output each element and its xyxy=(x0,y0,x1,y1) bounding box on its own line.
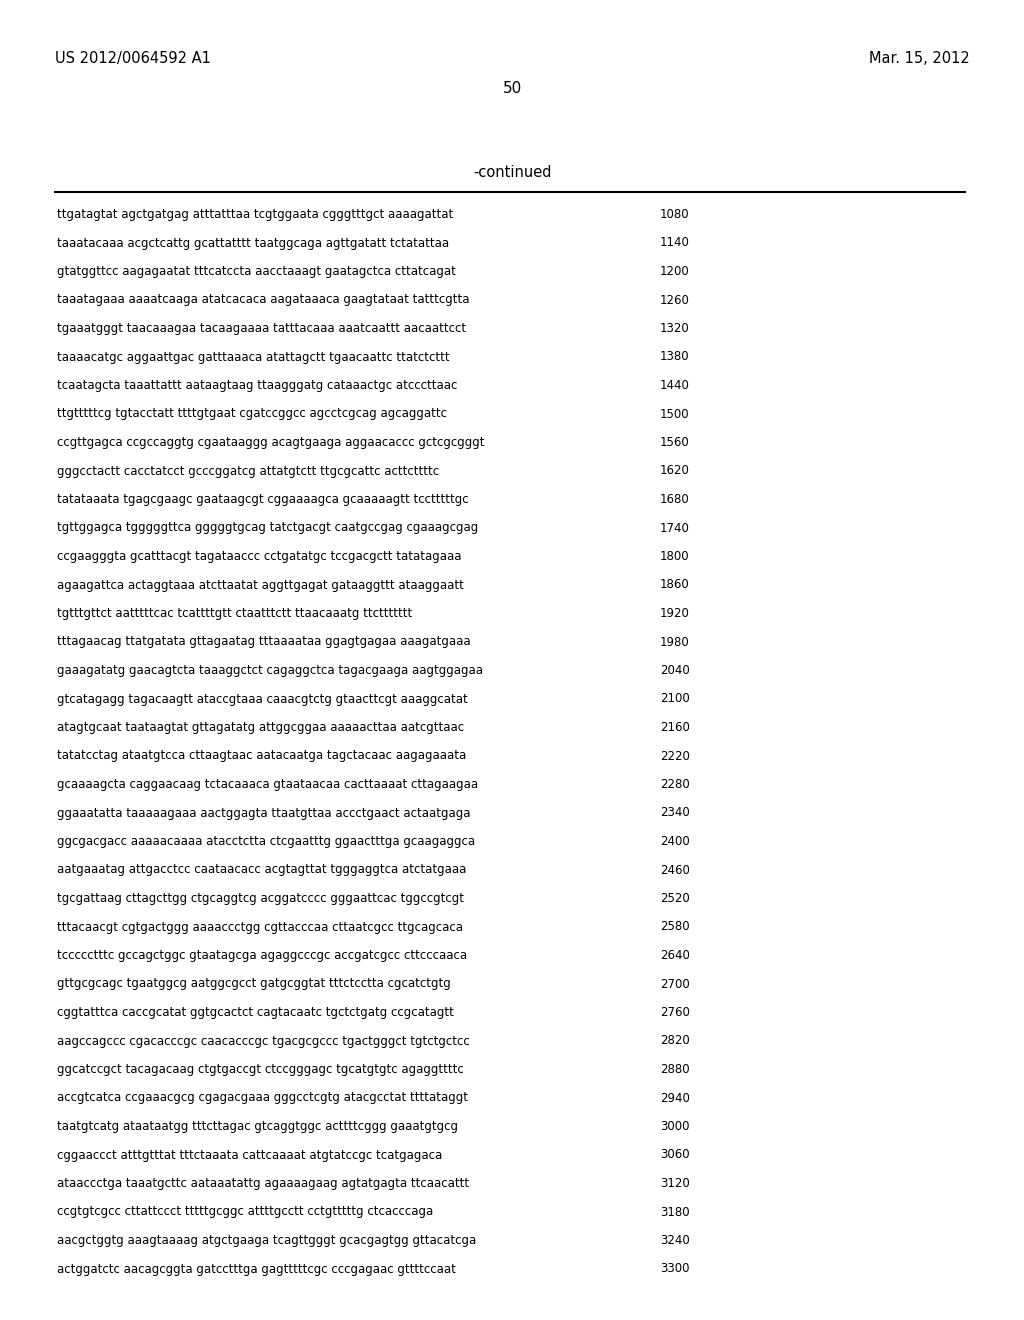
Text: 2040: 2040 xyxy=(660,664,690,677)
Text: ttgatagtat agctgatgag atttatttaa tcgtggaata cgggtttgct aaaagattat: ttgatagtat agctgatgag atttatttaa tcgtgga… xyxy=(57,209,454,220)
Text: taatgtcatg ataataatgg tttcttagac gtcaggtggc acttttcggg gaaatgtgcg: taatgtcatg ataataatgg tttcttagac gtcaggt… xyxy=(57,1119,458,1133)
Text: 2460: 2460 xyxy=(660,863,690,876)
Text: ccgaagggta gcatttacgt tagataaccc cctgatatgc tccgacgctt tatatagaaa: ccgaagggta gcatttacgt tagataaccc cctgata… xyxy=(57,550,462,564)
Text: 3240: 3240 xyxy=(660,1234,690,1247)
Text: US 2012/0064592 A1: US 2012/0064592 A1 xyxy=(55,51,211,66)
Text: 1140: 1140 xyxy=(660,236,690,249)
Text: -continued: -continued xyxy=(473,165,551,180)
Text: 1680: 1680 xyxy=(660,492,690,506)
Text: agaagattca actaggtaaa atcttaatat aggttgagat gataaggttt ataaggaatt: agaagattca actaggtaaa atcttaatat aggttga… xyxy=(57,578,464,591)
Text: 2520: 2520 xyxy=(660,892,690,906)
Text: 2580: 2580 xyxy=(660,920,689,933)
Text: accgtcatca ccgaaacgcg cgagacgaaa gggcctcgtg atacgcctat ttttataggt: accgtcatca ccgaaacgcg cgagacgaaa gggcctc… xyxy=(57,1092,468,1105)
Text: 2280: 2280 xyxy=(660,777,690,791)
Text: 3000: 3000 xyxy=(660,1119,689,1133)
Text: 2340: 2340 xyxy=(660,807,690,820)
Text: 2940: 2940 xyxy=(660,1092,690,1105)
Text: 2400: 2400 xyxy=(660,836,690,847)
Text: taaaacatgc aggaattgac gatttaaaca atattagctt tgaacaattc ttatctcttt: taaaacatgc aggaattgac gatttaaaca atattag… xyxy=(57,351,450,363)
Text: tccccctttc gccagctggc gtaatagcga agaggcccgc accgatcgcc cttcccaaca: tccccctttc gccagctggc gtaatagcga agaggcc… xyxy=(57,949,467,962)
Text: 2880: 2880 xyxy=(660,1063,689,1076)
Text: aatgaaatag attgacctcc caataacacc acgtagttat tgggaggtca atctatgaaa: aatgaaatag attgacctcc caataacacc acgtagt… xyxy=(57,863,466,876)
Text: tgaaatgggt taacaaagaa tacaagaaaa tatttacaaa aaatcaattt aacaattcct: tgaaatgggt taacaaagaa tacaagaaaa tatttac… xyxy=(57,322,466,335)
Text: taaatacaaa acgctcattg gcattatttt taatggcaga agttgatatt tctatattaa: taaatacaaa acgctcattg gcattatttt taatggc… xyxy=(57,236,450,249)
Text: ggcatccgct tacagacaag ctgtgaccgt ctccgggagc tgcatgtgtc agaggttttc: ggcatccgct tacagacaag ctgtgaccgt ctccggg… xyxy=(57,1063,464,1076)
Text: 1860: 1860 xyxy=(660,578,690,591)
Text: tgttggagca tgggggttca gggggtgcag tatctgacgt caatgccgag cgaaagcgag: tgttggagca tgggggttca gggggtgcag tatctga… xyxy=(57,521,478,535)
Text: aagccagccc cgacacccgc caacacccgc tgacgcgccc tgactgggct tgtctgctcc: aagccagccc cgacacccgc caacacccgc tgacgcg… xyxy=(57,1035,470,1048)
Text: cggaaccct atttgtttat tttctaaata cattcaaaat atgtatccgc tcatgagaca: cggaaccct atttgtttat tttctaaata cattcaaa… xyxy=(57,1148,442,1162)
Text: ccgttgagca ccgccaggtg cgaataaggg acagtgaaga aggaacaccc gctcgcgggt: ccgttgagca ccgccaggtg cgaataaggg acagtga… xyxy=(57,436,484,449)
Text: aacgctggtg aaagtaaaag atgctgaaga tcagttgggt gcacgagtgg gttacatcga: aacgctggtg aaagtaaaag atgctgaaga tcagttg… xyxy=(57,1234,476,1247)
Text: 3180: 3180 xyxy=(660,1205,689,1218)
Text: 2760: 2760 xyxy=(660,1006,690,1019)
Text: ggaaatatta taaaaagaaa aactggagta ttaatgttaa accctgaact actaatgaga: ggaaatatta taaaaagaaa aactggagta ttaatgt… xyxy=(57,807,470,820)
Text: 1260: 1260 xyxy=(660,293,690,306)
Text: 1200: 1200 xyxy=(660,265,690,279)
Text: gtcatagagg tagacaagtt ataccgtaaa caaacgtctg gtaacttcgt aaaggcatat: gtcatagagg tagacaagtt ataccgtaaa caaacgt… xyxy=(57,693,468,705)
Text: ccgtgtcgcc cttattccct tttttgcggc attttgcctt cctgtttttg ctcacccaga: ccgtgtcgcc cttattccct tttttgcggc attttgc… xyxy=(57,1205,433,1218)
Text: ataaccctga taaatgcttc aataaatattg agaaaagaag agtatgagta ttcaacattt: ataaccctga taaatgcttc aataaatattg agaaaa… xyxy=(57,1177,469,1191)
Text: 1620: 1620 xyxy=(660,465,690,478)
Text: 1380: 1380 xyxy=(660,351,689,363)
Text: tttagaacag ttatgatata gttagaatag tttaaaataa ggagtgagaa aaagatgaaa: tttagaacag ttatgatata gttagaatag tttaaaa… xyxy=(57,635,471,648)
Text: 1800: 1800 xyxy=(660,550,689,564)
Text: tttacaacgt cgtgactggg aaaaccctgg cgttacccaa cttaatcgcc ttgcagcaca: tttacaacgt cgtgactggg aaaaccctgg cgttacc… xyxy=(57,920,463,933)
Text: atagtgcaat taataagtat gttagatatg attggcggaa aaaaacttaa aatcgttaac: atagtgcaat taataagtat gttagatatg attggcg… xyxy=(57,721,464,734)
Text: gggcctactt cacctatcct gcccggatcg attatgtctt ttgcgcattc acttcttttc: gggcctactt cacctatcct gcccggatcg attatgt… xyxy=(57,465,439,478)
Text: 3060: 3060 xyxy=(660,1148,689,1162)
Text: tgtttgttct aatttttcac tcattttgtt ctaatttctt ttaacaaatg ttcttttttt: tgtttgttct aatttttcac tcattttgtt ctaattt… xyxy=(57,607,413,620)
Text: 1500: 1500 xyxy=(660,408,689,421)
Text: ggcgacgacc aaaaacaaaa atacctctta ctcgaatttg ggaactttga gcaagaggca: ggcgacgacc aaaaacaaaa atacctctta ctcgaat… xyxy=(57,836,475,847)
Text: 1980: 1980 xyxy=(660,635,690,648)
Text: ttgtttttcg tgtacctatt ttttgtgaat cgatccggcc agcctcgcag agcaggattc: ttgtttttcg tgtacctatt ttttgtgaat cgatccg… xyxy=(57,408,447,421)
Text: tatataaata tgagcgaagc gaataagcgt cggaaaagca gcaaaaagtt tcctttttgc: tatataaata tgagcgaagc gaataagcgt cggaaaa… xyxy=(57,492,469,506)
Text: 3300: 3300 xyxy=(660,1262,689,1275)
Text: cggtatttca caccgcatat ggtgcactct cagtacaatc tgctctgatg ccgcatagtt: cggtatttca caccgcatat ggtgcactct cagtaca… xyxy=(57,1006,454,1019)
Text: actggatctc aacagcggta gatcctttga gagtttttcgc cccgagaac gttttccaat: actggatctc aacagcggta gatcctttga gagtttt… xyxy=(57,1262,456,1275)
Text: 2100: 2100 xyxy=(660,693,690,705)
Text: gttgcgcagc tgaatggcg aatggcgcct gatgcggtat tttctcctta cgcatctgtg: gttgcgcagc tgaatggcg aatggcgcct gatgcggt… xyxy=(57,978,451,990)
Text: 2700: 2700 xyxy=(660,978,690,990)
Text: 2820: 2820 xyxy=(660,1035,690,1048)
Text: 3120: 3120 xyxy=(660,1177,690,1191)
Text: 50: 50 xyxy=(503,81,521,96)
Text: 1740: 1740 xyxy=(660,521,690,535)
Text: 1920: 1920 xyxy=(660,607,690,620)
Text: 2640: 2640 xyxy=(660,949,690,962)
Text: gcaaaagcta caggaacaag tctacaaaca gtaataacaa cacttaaaat cttagaagaa: gcaaaagcta caggaacaag tctacaaaca gtaataa… xyxy=(57,777,478,791)
Text: 1320: 1320 xyxy=(660,322,690,335)
Text: 2220: 2220 xyxy=(660,750,690,763)
Text: 1440: 1440 xyxy=(660,379,690,392)
Text: tatatcctag ataatgtcca cttaagtaac aatacaatga tagctacaac aagagaaata: tatatcctag ataatgtcca cttaagtaac aatacaa… xyxy=(57,750,466,763)
Text: taaatagaaa aaaatcaaga atatcacaca aagataaaca gaagtataat tatttcgtta: taaatagaaa aaaatcaaga atatcacaca aagataa… xyxy=(57,293,469,306)
Text: tcaatagcta taaattattt aataagtaag ttaagggatg cataaactgc atcccttaac: tcaatagcta taaattattt aataagtaag ttaaggg… xyxy=(57,379,458,392)
Text: Mar. 15, 2012: Mar. 15, 2012 xyxy=(869,51,970,66)
Text: 1560: 1560 xyxy=(660,436,690,449)
Text: 2160: 2160 xyxy=(660,721,690,734)
Text: 1080: 1080 xyxy=(660,209,689,220)
Text: gtatggttcc aagagaatat tttcatccta aacctaaagt gaatagctca cttatcagat: gtatggttcc aagagaatat tttcatccta aacctaa… xyxy=(57,265,456,279)
Text: gaaagatatg gaacagtcta taaaggctct cagaggctca tagacgaaga aagtggagaa: gaaagatatg gaacagtcta taaaggctct cagaggc… xyxy=(57,664,483,677)
Text: tgcgattaag cttagcttgg ctgcaggtcg acggatcccc gggaattcac tggccgtcgt: tgcgattaag cttagcttgg ctgcaggtcg acggatc… xyxy=(57,892,464,906)
